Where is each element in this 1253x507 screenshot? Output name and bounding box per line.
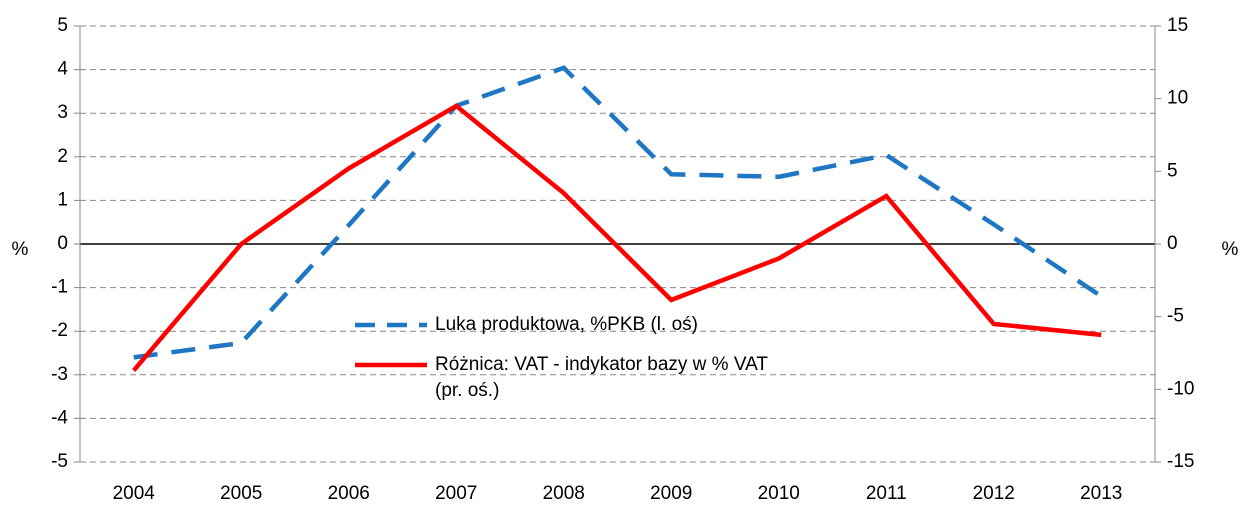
y2-tick-label: 15: [1167, 15, 1188, 36]
y-tick-label: 1: [57, 189, 68, 210]
y-tick-label: -1: [51, 277, 68, 298]
legend: Luka produktowa, %PKB (l. oś) Różnica: VA…: [355, 312, 795, 418]
y-tick-label: 3: [57, 102, 68, 123]
y2-tick-label: 5: [1167, 160, 1178, 181]
x-tick-label: 2009: [650, 483, 692, 504]
y-tick-label: -4: [51, 407, 68, 428]
y-tick-label: 2: [57, 146, 68, 167]
y-tick-label: 0: [57, 233, 68, 254]
y2-tick-label: 0: [1167, 233, 1178, 254]
x-tick-label: 2012: [973, 483, 1015, 504]
y-axis-label: %: [12, 239, 29, 260]
y2-tick-label: 10: [1167, 88, 1188, 109]
legend-item: Luka produktowa, %PKB (l. oś): [355, 312, 795, 338]
x-tick-label: 2007: [435, 483, 477, 504]
x-tick-label: 2011: [866, 483, 907, 504]
legend-label: Różnica: VAT - indykator bazy w % VAT (p…: [435, 354, 768, 401]
y2-tick-label: -5: [1167, 306, 1184, 327]
legend-item: Różnica: VAT - indykator bazy w % VAT (p…: [355, 352, 795, 404]
y-tick-label: -3: [51, 364, 68, 385]
y-tick-label: -5: [51, 451, 68, 472]
y-tick-label: 5: [57, 15, 68, 36]
x-tick-label: 2004: [113, 483, 156, 504]
x-tick-label: 2010: [758, 483, 800, 504]
y2-axis-label: %: [1222, 239, 1239, 260]
y-tick-label: -2: [51, 320, 68, 341]
x-tick-label: 2006: [328, 483, 370, 504]
x-tick-label: 2005: [220, 483, 262, 504]
legend-swatch: [355, 362, 427, 368]
y2-tick-label: -15: [1167, 451, 1194, 472]
x-tick-label: 2013: [1080, 483, 1122, 504]
y-tick-label: 4: [57, 59, 68, 80]
x-tick-label: 2008: [543, 483, 585, 504]
legend-swatch: [355, 322, 427, 328]
series-line: [132, 103, 1102, 372]
legend-label: Luka produktowa, %PKB (l. oś): [435, 314, 698, 335]
y2-tick-label: -10: [1167, 378, 1194, 399]
series-line: [133, 65, 1103, 360]
